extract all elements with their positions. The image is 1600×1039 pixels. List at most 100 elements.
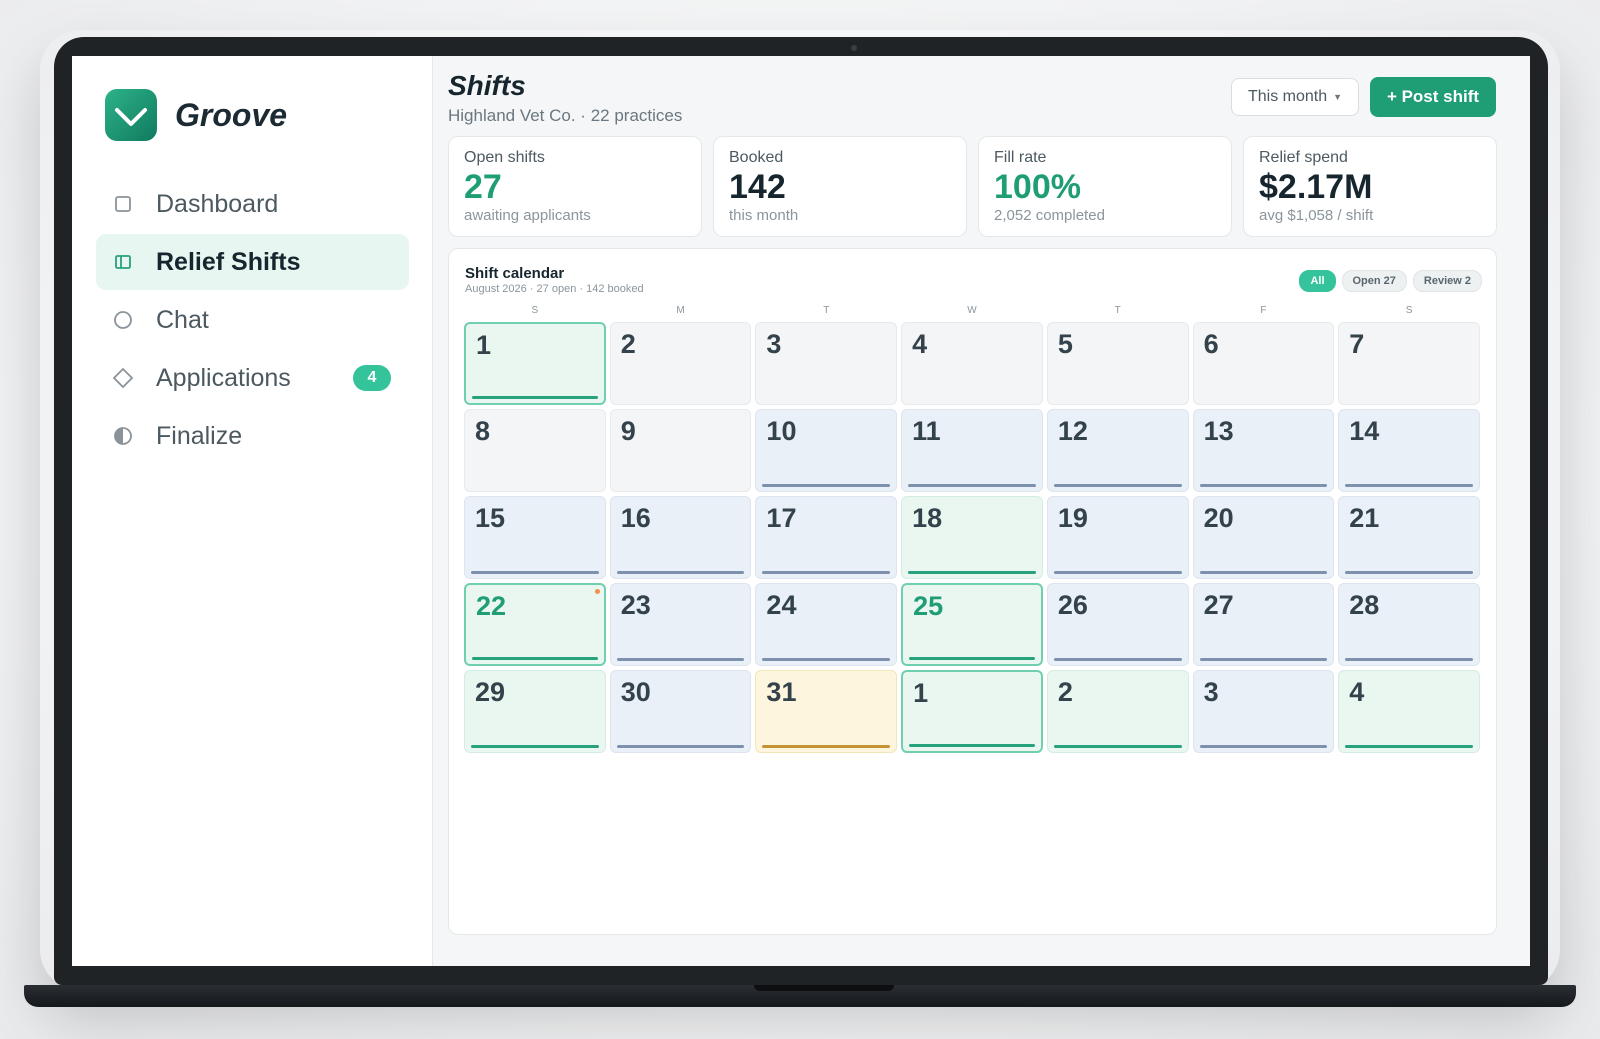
calendar-day[interactable]: 4	[901, 322, 1043, 405]
camera-dot	[851, 45, 857, 51]
filter-chip-open[interactable]: Open 27	[1341, 270, 1407, 292]
calendar-day-number: 31	[766, 677, 797, 707]
calendar-day[interactable]: 1	[901, 670, 1043, 753]
calendar-day[interactable]: 10	[755, 409, 898, 492]
sidebar-nav: Dashboard Relief Shifts Chat Application…	[96, 176, 409, 466]
sidebar-item-label: Chat	[156, 305, 209, 334]
calendar-day[interactable]: 31	[755, 670, 898, 753]
calendar-day[interactable]: 12	[1046, 409, 1189, 492]
calendar-day[interactable]: 2	[1046, 670, 1189, 753]
shift-calendar: Shift calendar August 2026 · 27 open · 1…	[448, 248, 1497, 935]
filter-chip-all[interactable]: All	[1299, 270, 1336, 292]
calendar-day[interactable]: 29	[464, 670, 606, 753]
sidebar: Groove Dashboard Relief Shifts Chat	[72, 56, 433, 966]
diamond-icon	[112, 367, 134, 389]
calendar-day-status-bar	[908, 571, 1036, 574]
calendar-day[interactable]: 25	[901, 583, 1043, 666]
calendar-day[interactable]: 1	[464, 322, 606, 405]
calendar-day[interactable]: 23	[609, 583, 752, 666]
calendar-day[interactable]: 24	[755, 583, 898, 666]
calendar-day[interactable]: 3	[755, 322, 898, 405]
calendar-day[interactable]: 18	[901, 496, 1043, 579]
calendar-day[interactable]: 7	[1338, 322, 1480, 405]
calendar-day[interactable]: 3	[1192, 670, 1335, 753]
sidebar-item-dashboard[interactable]: Dashboard	[96, 176, 409, 232]
calendar-day[interactable]: 2	[609, 322, 752, 405]
calendar-day[interactable]: 19	[1046, 496, 1189, 579]
calendar-day-number: 4	[912, 329, 928, 359]
calendar-day[interactable]: 11	[901, 409, 1043, 492]
calendar-day-number: 27	[1203, 590, 1234, 620]
weekday-label: W	[967, 305, 977, 316]
stat-value: 100%	[994, 168, 1081, 206]
calendar-day[interactable]: 20	[1192, 496, 1335, 579]
calendar-day-number: 1	[476, 330, 492, 360]
weekday-label: T	[823, 305, 830, 316]
calendar-day-number: 15	[475, 503, 506, 533]
calendar-day-status-bar	[1053, 484, 1182, 487]
calendar-day[interactable]: 16	[609, 496, 752, 579]
filter-chip-review[interactable]: Review 2	[1412, 270, 1482, 292]
calendar-day-status-bar	[1345, 484, 1473, 487]
calendar-day-number: 29	[475, 677, 506, 707]
calendar-day-number: 9	[620, 416, 636, 446]
calendar-day[interactable]: 17	[755, 496, 898, 579]
calendar-day-status-bar	[909, 657, 1035, 660]
square-icon	[112, 193, 134, 215]
calendar-day-number: 2	[1057, 677, 1073, 707]
calendar-day-number: 11	[912, 416, 941, 446]
calendar-day[interactable]: 8	[464, 409, 606, 492]
half-circle-icon	[112, 425, 134, 447]
sidebar-item-label: Finalize	[156, 421, 243, 450]
calendar-grid: 1 2 3 4 5 6 7 8 9 10 11 12 13 14 15 16 17 18 19 20 21 22 23 24 2…	[464, 322, 1480, 753]
calendar-day[interactable]: 22	[464, 583, 606, 666]
calendar-day[interactable]: 14	[1338, 409, 1480, 492]
weekday-header: S M T W T F S	[464, 305, 1480, 316]
calendar-day[interactable]: 30	[609, 670, 752, 753]
applications-count-badge: 4	[353, 365, 391, 391]
calendar-day[interactable]: 6	[1192, 322, 1335, 405]
calendar-day-number: 4	[1349, 677, 1365, 707]
calendar-day-status-bar	[1053, 658, 1182, 661]
calendar-day-status-bar	[1345, 745, 1473, 748]
calendar-day-number: 7	[1349, 329, 1365, 359]
calendar-day-status-bar	[1345, 571, 1473, 574]
calendar-day-number: 28	[1349, 590, 1380, 620]
calendar-day[interactable]: 26	[1046, 583, 1189, 666]
calendar-day-status-bar	[762, 484, 891, 487]
calendar-day-status-bar	[1199, 658, 1328, 661]
page-subtitle: Highland Vet Co. · 22 practices	[448, 106, 683, 125]
calendar-day[interactable]: 9	[609, 409, 752, 492]
calendar-day[interactable]: 5	[1046, 322, 1189, 405]
main-content: Shifts Highland Vet Co. · 22 practices T…	[433, 56, 1530, 966]
calendar-day[interactable]: 15	[464, 496, 606, 579]
calendar-day-number: 19	[1057, 503, 1088, 533]
brand[interactable]: Groove	[105, 89, 287, 141]
weekday-label: M	[676, 305, 685, 316]
calendar-day[interactable]: 4	[1338, 670, 1480, 753]
calendar-day-status-bar	[471, 745, 599, 748]
stat-value: 27	[464, 168, 502, 206]
post-shift-button[interactable]: + Post shift	[1370, 77, 1496, 117]
calendar-day-number: 8	[475, 416, 491, 446]
stat-label: Open shifts	[464, 149, 545, 166]
sidebar-item-relief-shifts[interactable]: Relief Shifts	[96, 234, 409, 290]
calendar-day-number: 21	[1349, 503, 1380, 533]
calendar-day-status-bar	[472, 396, 598, 399]
calendar-day[interactable]: 21	[1338, 496, 1480, 579]
calendar-day[interactable]: 13	[1192, 409, 1335, 492]
stat-sub: awaiting applicants	[464, 207, 591, 224]
calendar-day-status-bar	[909, 744, 1035, 747]
sidebar-item-chat[interactable]: Chat	[96, 292, 409, 348]
sidebar-item-finalize[interactable]: Finalize	[96, 408, 409, 464]
stats-row: Open shifts 27 awaiting applicants Booke…	[448, 136, 1497, 237]
caret-down-icon: ▼	[1333, 92, 1343, 102]
brand-name: Groove	[175, 96, 288, 133]
calendar-subtitle: August 2026 · 27 open · 142 booked	[465, 283, 644, 295]
calendar-day-status-bar	[616, 571, 745, 574]
period-select[interactable]: This month ▼	[1231, 78, 1359, 116]
calendar-day[interactable]: 28	[1338, 583, 1480, 666]
stat-label: Fill rate	[994, 149, 1047, 166]
calendar-day[interactable]: 27	[1192, 583, 1335, 666]
sidebar-item-applications[interactable]: Applications 4	[96, 350, 409, 406]
